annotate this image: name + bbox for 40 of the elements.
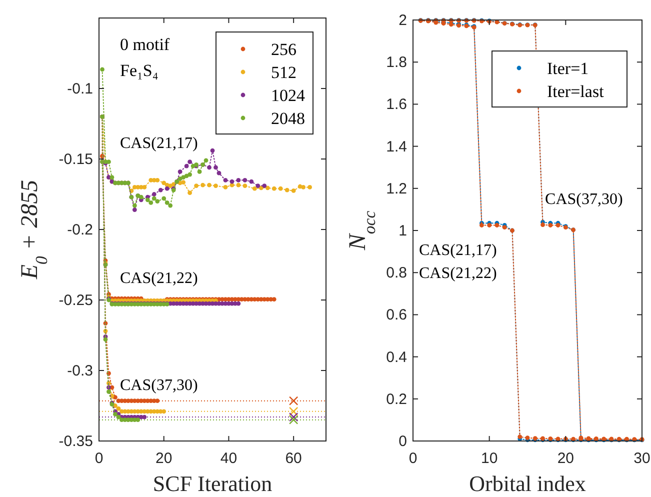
y-tick-label: 1.6 <box>386 96 407 114</box>
y-tick-label: -0.2 <box>67 222 93 238</box>
x-tick-label: 0 <box>94 450 104 467</box>
annotation: CAS(21,22) <box>419 265 497 282</box>
annotation: CAS(21,22) <box>120 270 198 287</box>
y-tick-label: 1.8 <box>386 54 407 72</box>
annotation: 0 motif <box>120 35 170 54</box>
legend-label: 1024 <box>271 86 306 105</box>
legend-label: 512 <box>271 63 296 82</box>
annotation: CAS(21,17) <box>120 135 198 152</box>
x-tick-label: 10 <box>480 450 498 467</box>
y-tick-label: 2 <box>398 12 407 29</box>
x-tick-label: 40 <box>220 450 238 467</box>
y-tick-label: 0 <box>398 433 407 450</box>
y-tick-label: -0.35 <box>58 433 93 450</box>
y-tick-label: 0.6 <box>386 306 407 324</box>
x-tick-label: 30 <box>634 450 650 467</box>
annotation: CAS(21,17) <box>419 242 497 259</box>
y-tick-label: 0.4 <box>386 348 407 366</box>
y-tick-label: 1.2 <box>386 180 407 198</box>
y-tick-label: -0.25 <box>58 292 93 309</box>
legend-label: 2048 <box>271 109 305 128</box>
y-tick-label: -0.3 <box>67 362 93 380</box>
y-tick-label: -0.15 <box>58 151 93 168</box>
y-tick-label: 1.4 <box>386 138 407 156</box>
annotation: CAS(37,30) <box>120 377 198 394</box>
y-tick-label: -0.1 <box>67 80 93 98</box>
x-tick-label: 20 <box>156 450 172 467</box>
y-tick-label: 0.2 <box>386 390 407 408</box>
x-axis-title: Orbital index <box>469 471 586 496</box>
x-tick-label: 60 <box>285 450 302 467</box>
annotation: Fe₁S₄ <box>120 61 158 80</box>
annotation: CAS(37,30) <box>545 191 623 208</box>
legend-label: Iter=last <box>547 82 604 101</box>
x-axis-title: SCF Iteration <box>152 471 272 496</box>
legend-label: Iter=1 <box>547 59 589 78</box>
legend-label: 256 <box>271 40 296 59</box>
y-tick-label: 0.8 <box>386 264 407 282</box>
y-tick-label: 1 <box>398 222 407 240</box>
x-tick-label: 20 <box>557 450 574 467</box>
